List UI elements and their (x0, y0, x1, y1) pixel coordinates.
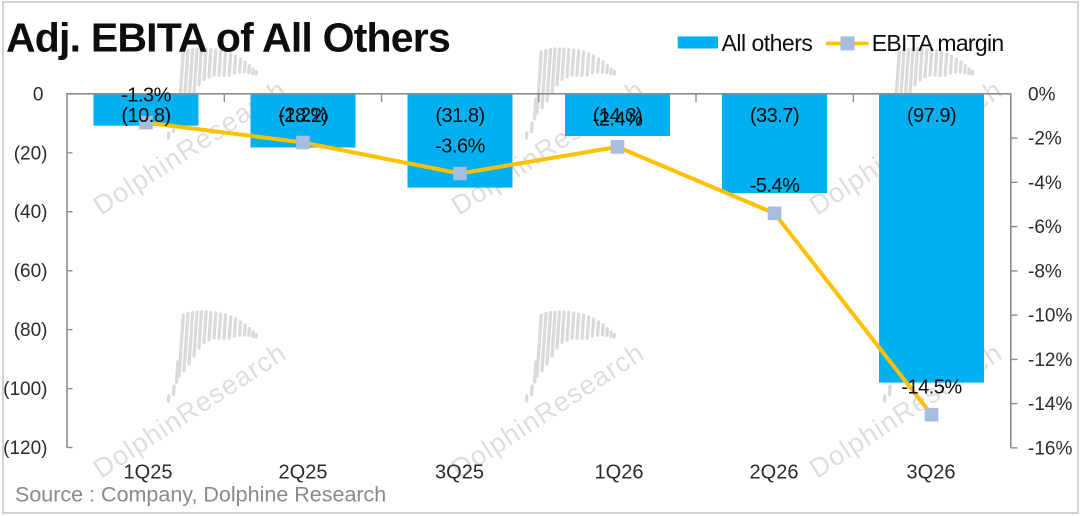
svg-text:(18.2): (18.2) (278, 105, 327, 127)
svg-text:-4%: -4% (1028, 173, 1062, 194)
svg-text:-2.2%: -2.2% (278, 104, 328, 126)
svg-text:-14%: -14% (1028, 394, 1072, 415)
svg-text:(14.3): (14.3) (593, 105, 642, 127)
svg-text:-2%: -2% (1028, 129, 1062, 150)
svg-text:(40): (40) (14, 202, 48, 223)
svg-text:-2.4%: -2.4% (593, 109, 643, 131)
svg-text:-1.3%: -1.3% (121, 84, 171, 106)
svg-text:(33.7): (33.7) (750, 105, 799, 127)
svg-text:2Q26: 2Q26 (750, 462, 799, 484)
svg-text:3Q26: 3Q26 (907, 462, 956, 484)
svg-text:-8%: -8% (1028, 261, 1062, 282)
svg-text:(100): (100) (3, 379, 47, 400)
svg-text:-12%: -12% (1028, 350, 1072, 371)
svg-text:0: 0 (33, 84, 44, 105)
svg-text:All others: All others (722, 30, 813, 56)
svg-text:3Q25: 3Q25 (435, 462, 484, 484)
svg-text:-5.4%: -5.4% (750, 175, 800, 197)
svg-text:-16%: -16% (1028, 438, 1072, 459)
svg-text:(31.8): (31.8) (435, 105, 484, 127)
svg-text:(97.9): (97.9) (907, 105, 956, 127)
svg-text:Adj. EBITA of All Others: Adj. EBITA of All Others (6, 15, 450, 61)
svg-text:(10.8): (10.8) (121, 105, 170, 127)
svg-text:Source : Company, Dolphine Re: Source : Company, Dolphine Research (15, 483, 386, 507)
svg-text:-3.6%: -3.6% (435, 135, 485, 157)
svg-text:(120): (120) (3, 438, 47, 459)
svg-text:(20): (20) (14, 143, 48, 164)
svg-text:-6%: -6% (1028, 217, 1062, 238)
svg-text:0%: 0% (1028, 84, 1056, 105)
svg-text:(60): (60) (14, 261, 48, 282)
svg-text:1Q26: 1Q26 (595, 462, 644, 484)
svg-text:(80): (80) (14, 320, 48, 341)
svg-text:-10%: -10% (1028, 306, 1072, 327)
svg-text:1Q25: 1Q25 (124, 462, 173, 484)
svg-text:-14.5%: -14.5% (901, 377, 962, 399)
svg-text:2Q25: 2Q25 (279, 462, 328, 484)
svg-text:EBITA margin: EBITA margin (872, 30, 1004, 56)
